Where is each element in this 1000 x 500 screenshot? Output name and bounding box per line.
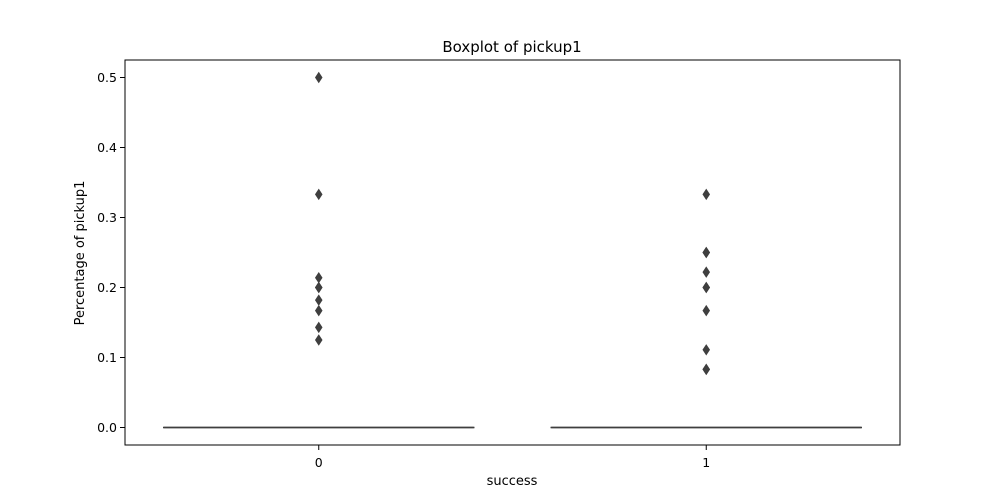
- y-tick-label: 0.4: [97, 140, 117, 155]
- outlier-point: [702, 344, 711, 356]
- outlier-point: [702, 188, 711, 201]
- outlier-point: [314, 334, 323, 346]
- outlier-point: [702, 363, 711, 376]
- outlier-point: [702, 246, 711, 259]
- outlier-point: [702, 266, 711, 278]
- outlier-point: [314, 321, 323, 334]
- x-tick-label: 0: [315, 455, 323, 470]
- y-tick-label: 0.2: [97, 280, 117, 295]
- y-tick-label: 0.1: [97, 350, 117, 365]
- axes-frame: [124, 59, 901, 446]
- plot-area: [163, 71, 862, 429]
- outlier-point: [702, 304, 711, 317]
- x-tick-label: 1: [702, 455, 710, 470]
- outlier-point: [314, 71, 323, 84]
- outlier-point: [314, 188, 323, 201]
- box-group-1: [550, 188, 862, 429]
- chart-title: Boxplot of pickup1: [442, 38, 581, 56]
- y-axis-label: Percentage of pickup1: [73, 181, 88, 326]
- box-group-0: [163, 71, 475, 429]
- outlier-point: [314, 304, 323, 317]
- y-tick-label: 0.5: [97, 70, 117, 85]
- y-tick-label: 0.0: [97, 420, 117, 435]
- y-tick-label: 0.3: [97, 210, 117, 225]
- outlier-point: [314, 281, 323, 294]
- x-axis-label: success: [487, 474, 538, 489]
- outlier-point: [702, 281, 711, 294]
